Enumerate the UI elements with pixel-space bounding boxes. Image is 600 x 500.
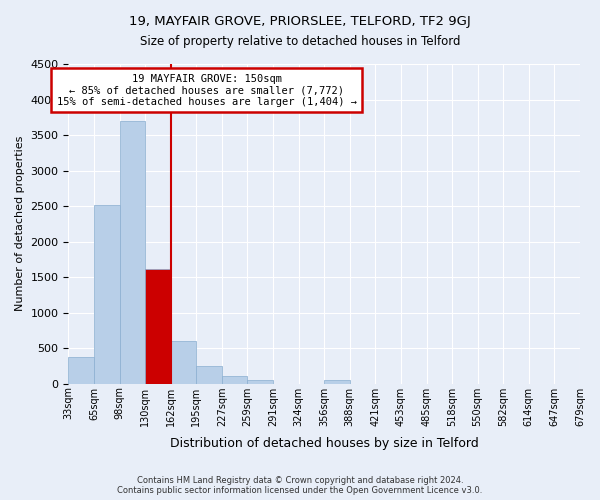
Bar [247, 380, 273, 384]
Bar [222, 376, 247, 384]
Text: Size of property relative to detached houses in Telford: Size of property relative to detached ho… [140, 35, 460, 48]
Bar [119, 121, 145, 384]
Text: 19, MAYFAIR GROVE, PRIORSLEE, TELFORD, TF2 9GJ: 19, MAYFAIR GROVE, PRIORSLEE, TELFORD, T… [129, 15, 471, 28]
Bar [94, 206, 119, 384]
Bar [324, 380, 350, 384]
Text: Contains HM Land Registry data © Crown copyright and database right 2024.
Contai: Contains HM Land Registry data © Crown c… [118, 476, 482, 495]
Y-axis label: Number of detached properties: Number of detached properties [15, 136, 25, 312]
Bar [145, 268, 171, 384]
Bar [171, 341, 196, 384]
Bar [196, 366, 222, 384]
Bar [68, 356, 94, 384]
Text: 19 MAYFAIR GROVE: 150sqm
← 85% of detached houses are smaller (7,772)
15% of sem: 19 MAYFAIR GROVE: 150sqm ← 85% of detach… [56, 74, 356, 107]
X-axis label: Distribution of detached houses by size in Telford: Distribution of detached houses by size … [170, 437, 479, 450]
